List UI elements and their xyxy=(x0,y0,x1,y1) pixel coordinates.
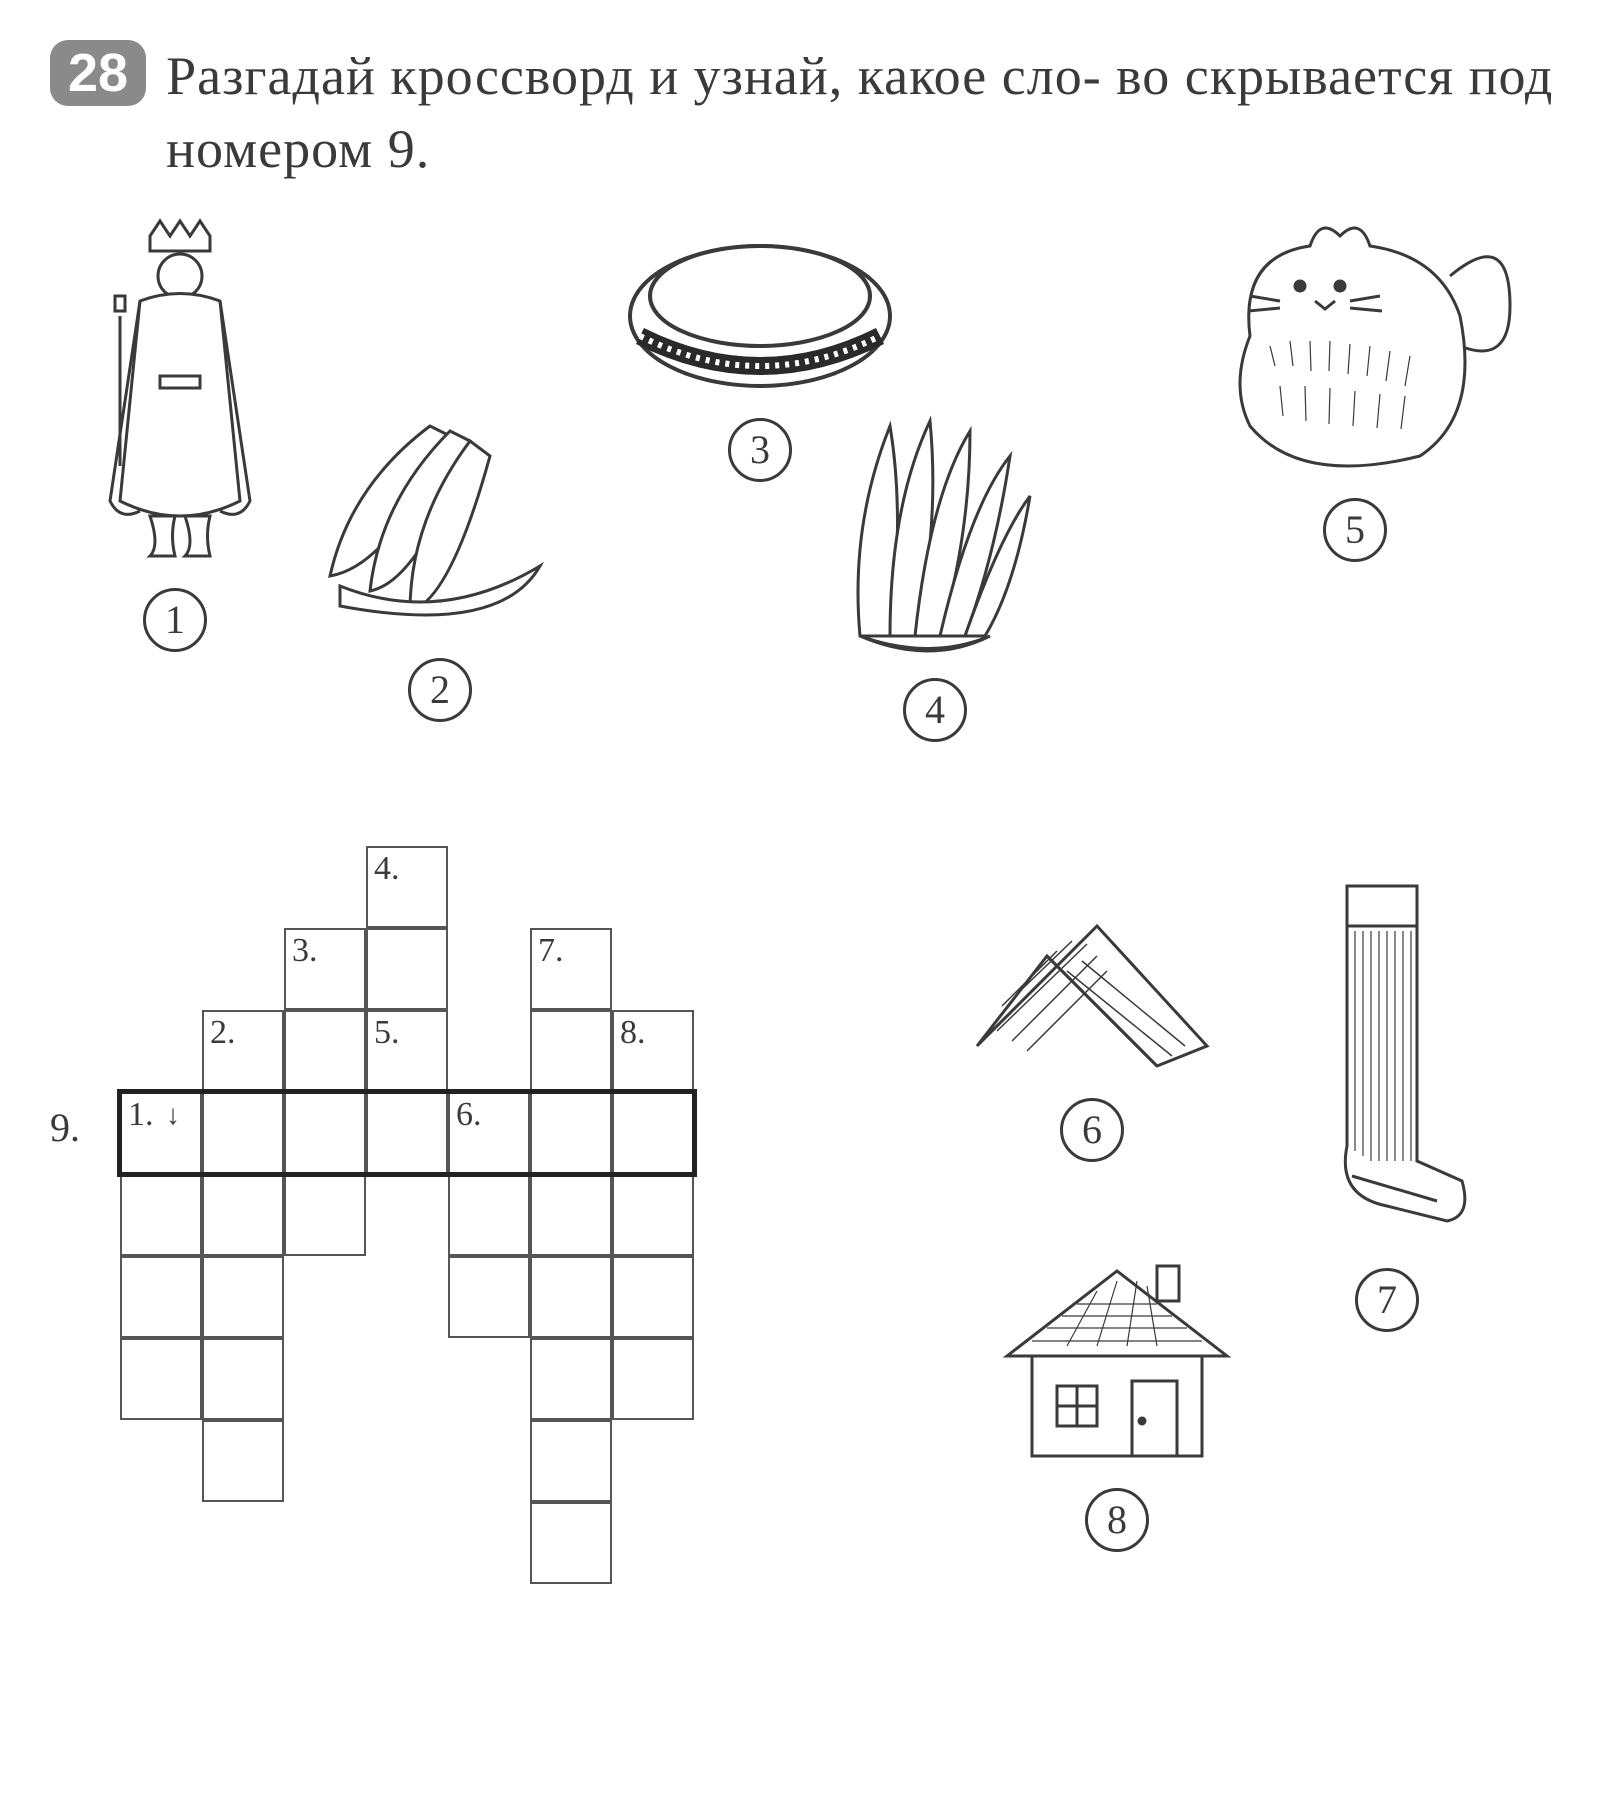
cell-number: 4. xyxy=(374,850,400,888)
clue-1: 1 xyxy=(80,216,270,652)
clue-number-1: 1 xyxy=(143,588,207,652)
bananas-icon xyxy=(310,416,570,646)
crossword-cell xyxy=(530,1010,612,1092)
crossword-cell: 8. xyxy=(612,1010,694,1092)
crossword-cell: 2. xyxy=(202,1010,284,1092)
crossword-cell xyxy=(202,1092,284,1174)
crossword-cell: 1. ↓ xyxy=(120,1092,202,1174)
house-icon xyxy=(987,1246,1247,1476)
cell-number: 8. xyxy=(620,1014,646,1052)
crossword-cell xyxy=(366,1092,448,1174)
crossword-cell xyxy=(284,1092,366,1174)
cell-number: 6. xyxy=(456,1096,482,1134)
clue-number-5: 5 xyxy=(1323,498,1387,562)
exercise-number-badge: 28 xyxy=(50,40,146,106)
clue-4: 4 xyxy=(820,406,1050,742)
crossword-cell xyxy=(530,1338,612,1420)
crossword-cell xyxy=(530,1502,612,1584)
crossword-cell xyxy=(530,1256,612,1338)
cell-number: 3. xyxy=(292,932,318,970)
crossword-cell xyxy=(202,1338,284,1420)
clues-side: 6 7 xyxy=(917,876,1517,1576)
clue-6: 6 xyxy=(957,896,1227,1162)
crossword-cell xyxy=(202,1256,284,1338)
clue-number-2: 2 xyxy=(408,658,472,722)
crossword-cell xyxy=(448,1174,530,1256)
crossword-area: 9. 1. ↓ 6. 2. 3. 4. 5. 7. 8. 6 xyxy=(50,846,1557,1646)
cell-number: 5. xyxy=(374,1014,400,1052)
clue-number-8: 8 xyxy=(1085,1488,1149,1552)
clue-8: 8 xyxy=(987,1246,1247,1552)
crossword-cell xyxy=(612,1338,694,1420)
crossword-cell: 6. xyxy=(448,1092,530,1174)
clue-5: 5 xyxy=(1190,216,1520,562)
crossword-cell: 5. xyxy=(366,1010,448,1092)
clues-top: 1 2 3 xyxy=(50,216,1557,836)
crossword-cell: 7. xyxy=(530,928,612,1010)
row-9-label: 9. xyxy=(50,1104,80,1151)
clue-number-6: 6 xyxy=(1060,1098,1124,1162)
clue-7: 7 xyxy=(1307,876,1467,1332)
exercise-header: 28 Разгадай кроссворд и узнай, какое сло… xyxy=(50,40,1557,186)
cell-number: 7. xyxy=(538,932,564,970)
clue-number-7: 7 xyxy=(1355,1268,1419,1332)
crossword-cell xyxy=(284,1010,366,1092)
down-arrow-icon: ↓ xyxy=(166,1100,180,1132)
crossword-cell xyxy=(612,1256,694,1338)
crossword-cell xyxy=(448,1256,530,1338)
clue-number-4: 4 xyxy=(903,678,967,742)
crossword-cell xyxy=(202,1420,284,1502)
clue-number-3: 3 xyxy=(728,418,792,482)
crossword-cell xyxy=(366,928,448,1010)
crossword-cell xyxy=(202,1174,284,1256)
crossword-cell xyxy=(612,1092,694,1174)
cat-icon xyxy=(1190,216,1520,486)
instruction-text: Разгадай кроссворд и узнай, какое сло- в… xyxy=(166,40,1557,186)
clue-2: 2 xyxy=(310,416,570,722)
cell-number: 2. xyxy=(210,1014,236,1052)
crossword-cell xyxy=(284,1174,366,1256)
crossword-cell xyxy=(530,1092,612,1174)
crossword-cell: 4. xyxy=(366,846,448,928)
roof-icon xyxy=(957,896,1227,1086)
ring-icon xyxy=(610,216,910,406)
crossword-cell xyxy=(120,1174,202,1256)
king-icon xyxy=(80,216,270,576)
crossword-cell xyxy=(530,1420,612,1502)
crossword-cell xyxy=(530,1174,612,1256)
wing-icon xyxy=(820,406,1050,666)
crossword-cell xyxy=(612,1174,694,1256)
crossword-cell xyxy=(120,1256,202,1338)
cell-number: 1. xyxy=(128,1096,154,1134)
crossword-cell: 3. xyxy=(284,928,366,1010)
stocking-icon xyxy=(1307,876,1467,1256)
crossword-cell xyxy=(120,1338,202,1420)
